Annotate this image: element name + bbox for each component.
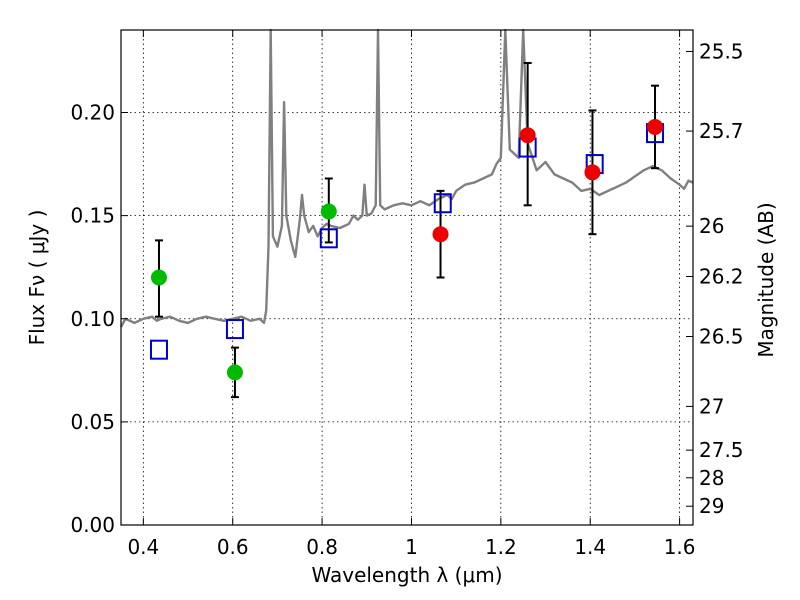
plot-frame: [120, 29, 694, 526]
x-axis-title: Wavelength λ (μm): [311, 563, 502, 587]
observed-point: [432, 226, 449, 243]
right-tick-label: 26.2: [699, 264, 744, 288]
right-tick-label: 27: [699, 394, 724, 418]
x-tick-label: 0.4: [127, 535, 159, 559]
right-tick-label: 28: [699, 466, 724, 490]
y-tick-label: 0.00: [70, 513, 115, 537]
y-axis-title: Flux Fν ( μJy ): [25, 210, 49, 346]
right-tick-label: 29: [699, 494, 724, 518]
right-tick-label: 26: [699, 214, 724, 238]
right-tick-label: 25.5: [699, 39, 744, 63]
x-tick-label: 0.6: [217, 535, 249, 559]
observed-point: [226, 364, 243, 381]
right-tick-label: 26.5: [699, 324, 744, 348]
observed-point: [320, 203, 337, 220]
x-tick-label: 1.4: [574, 535, 606, 559]
y-tick-label: 0.20: [70, 101, 115, 125]
spectrum-line: [119, 28, 694, 328]
right-tick-label: 25.7: [699, 119, 744, 143]
x-tick-label: 0.8: [306, 535, 338, 559]
observed-point: [647, 118, 664, 135]
error-bars: [154, 62, 660, 399]
model-point-square: [225, 319, 244, 340]
x-tick-label: 1.2: [485, 535, 517, 559]
x-tick-label: 1: [405, 535, 418, 559]
y-tick-label: 0.15: [70, 204, 115, 228]
observed-point: [519, 127, 536, 144]
right-tick-label: 27.5: [699, 438, 744, 462]
spectrum-layer: [119, 28, 694, 328]
observed-point: [584, 164, 601, 181]
grid: [121, 30, 693, 526]
model-point-square: [433, 193, 452, 214]
observed-point: [150, 269, 167, 286]
ticks: 0.4 0.6 0.8 1 1.2 1.4 1.6 0.00 0.05 0.10 0.15 0.20 2…: [70, 30, 744, 559]
right-axis-title: Magnitude (AB): [754, 202, 778, 357]
x-tick-label: 1.6: [664, 535, 696, 559]
model-point-square: [319, 228, 338, 249]
y-tick-label: 0.10: [70, 307, 115, 331]
y-tick-label: 0.05: [70, 410, 115, 434]
markers: [149, 118, 665, 381]
model-point-square: [149, 339, 168, 360]
